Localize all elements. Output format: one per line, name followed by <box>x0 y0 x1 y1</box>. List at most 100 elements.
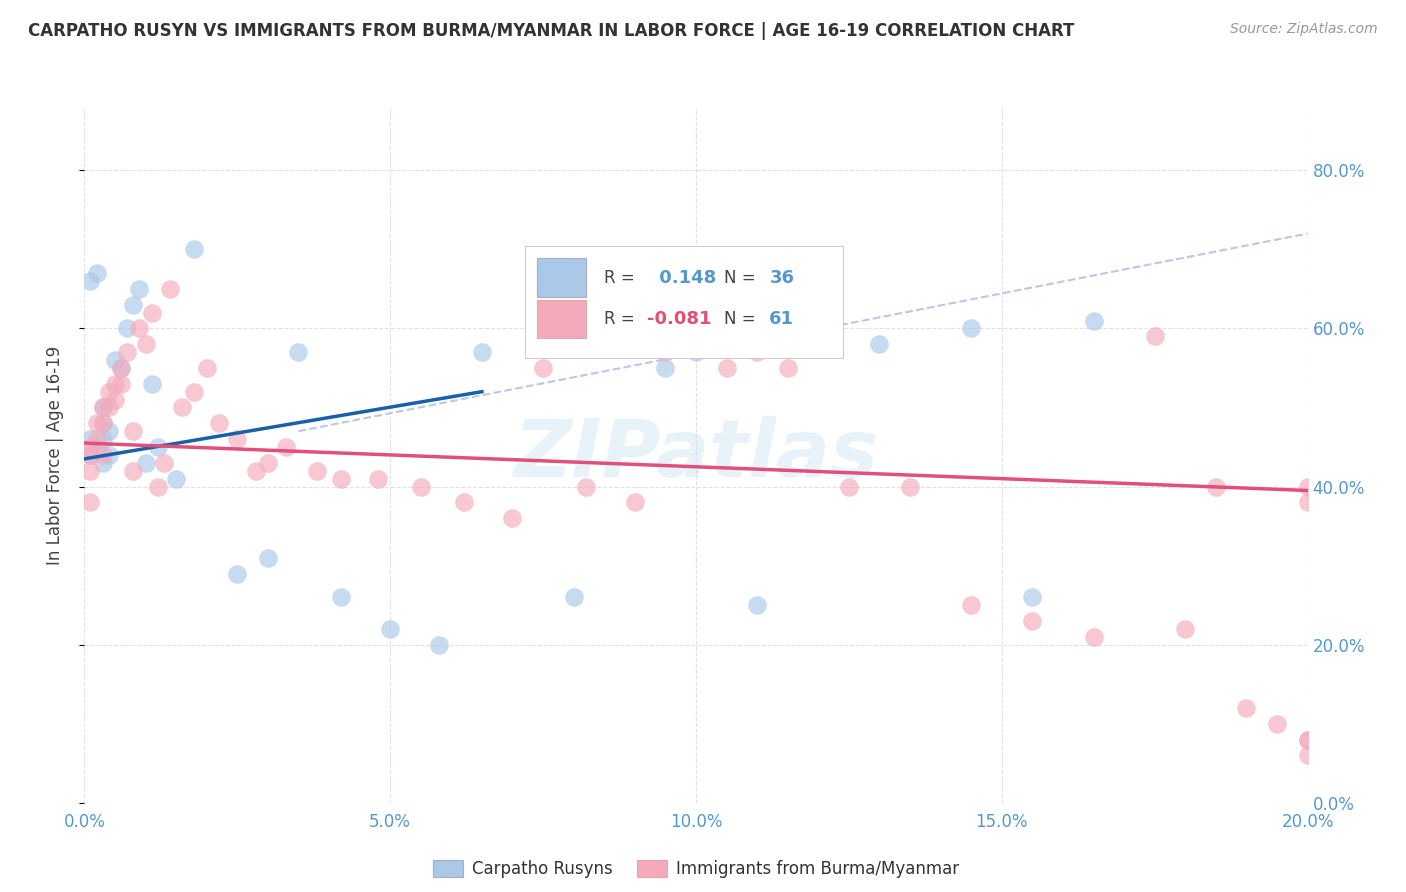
Point <box>135 337 157 351</box>
Point <box>1174 622 1197 636</box>
Point <box>1296 748 1319 763</box>
Point <box>128 282 150 296</box>
Point <box>1296 479 1319 493</box>
Point <box>685 345 707 359</box>
Point <box>654 345 676 359</box>
Text: Source: ZipAtlas.com: Source: ZipAtlas.com <box>1230 22 1378 37</box>
Point <box>91 401 114 415</box>
Text: -0.081: -0.081 <box>647 310 711 328</box>
Text: 36: 36 <box>769 268 794 286</box>
Point <box>79 274 101 288</box>
FancyBboxPatch shape <box>537 259 586 297</box>
Point <box>91 432 114 446</box>
Point <box>1021 591 1043 605</box>
Text: CARPATHO RUSYN VS IMMIGRANTS FROM BURMA/MYANMAR IN LABOR FORCE | AGE 16-19 CORRE: CARPATHO RUSYN VS IMMIGRANTS FROM BURMA/… <box>28 22 1074 40</box>
Point <box>330 472 353 486</box>
Point <box>531 360 554 375</box>
Point <box>453 495 475 509</box>
Point <box>1021 614 1043 628</box>
Point <box>1296 495 1319 509</box>
Text: R =: R = <box>605 310 640 328</box>
Point <box>104 392 127 407</box>
Point <box>838 479 860 493</box>
Point <box>86 417 108 431</box>
Text: ZIPatlas: ZIPatlas <box>513 416 879 494</box>
Point <box>91 456 114 470</box>
Point <box>86 440 108 454</box>
Point <box>716 360 738 375</box>
Point <box>110 360 132 375</box>
Point <box>79 464 101 478</box>
Point <box>97 448 120 462</box>
FancyBboxPatch shape <box>524 246 842 358</box>
Point <box>153 456 176 470</box>
Point <box>654 360 676 375</box>
Point <box>115 345 138 359</box>
Point <box>776 360 799 375</box>
Point <box>305 464 328 478</box>
Point <box>183 243 205 257</box>
Point <box>575 479 598 493</box>
Text: R =: R = <box>605 268 640 286</box>
Text: N =: N = <box>724 268 761 286</box>
Point <box>86 266 108 280</box>
Y-axis label: In Labor Force | Age 16-19: In Labor Force | Age 16-19 <box>45 345 63 565</box>
Text: N =: N = <box>724 310 761 328</box>
Point <box>141 305 163 319</box>
Point <box>165 472 187 486</box>
Point <box>159 282 181 296</box>
Legend: Carpatho Rusyns, Immigrants from Burma/Myanmar: Carpatho Rusyns, Immigrants from Burma/M… <box>426 854 966 885</box>
Point <box>747 598 769 612</box>
Point <box>141 376 163 391</box>
FancyBboxPatch shape <box>537 300 586 338</box>
Point <box>624 495 647 509</box>
Point <box>1083 630 1105 644</box>
Point <box>104 353 127 368</box>
Point <box>195 360 218 375</box>
Text: 0.148: 0.148 <box>654 268 717 286</box>
Point <box>208 417 231 431</box>
Point <box>747 345 769 359</box>
Point <box>110 360 132 375</box>
Point <box>226 566 249 581</box>
Point <box>257 550 280 565</box>
Point <box>128 321 150 335</box>
Point <box>135 456 157 470</box>
Point <box>104 376 127 391</box>
Point <box>97 401 120 415</box>
Point <box>1265 716 1288 731</box>
Point <box>685 321 707 335</box>
Point <box>1296 732 1319 747</box>
Point <box>1143 329 1166 343</box>
Point <box>97 424 120 438</box>
Point <box>183 384 205 399</box>
Point <box>146 440 169 454</box>
Point <box>471 345 494 359</box>
Point <box>91 448 114 462</box>
Point <box>86 432 108 446</box>
Point <box>427 638 450 652</box>
Point <box>562 591 585 605</box>
Point <box>245 464 267 478</box>
Point <box>122 424 145 438</box>
Point <box>287 345 309 359</box>
Point <box>367 472 389 486</box>
Text: 61: 61 <box>769 310 794 328</box>
Point <box>97 384 120 399</box>
Point <box>226 432 249 446</box>
Point <box>330 591 353 605</box>
Point <box>79 440 101 454</box>
Point <box>79 495 101 509</box>
Point <box>79 432 101 446</box>
Point <box>79 448 101 462</box>
Point <box>869 337 891 351</box>
Point <box>79 448 101 462</box>
Point <box>898 479 921 493</box>
Point <box>409 479 432 493</box>
Point <box>1296 732 1319 747</box>
Point <box>960 321 983 335</box>
Point <box>380 622 402 636</box>
Point <box>122 298 145 312</box>
Point <box>91 417 114 431</box>
Point <box>1083 313 1105 327</box>
